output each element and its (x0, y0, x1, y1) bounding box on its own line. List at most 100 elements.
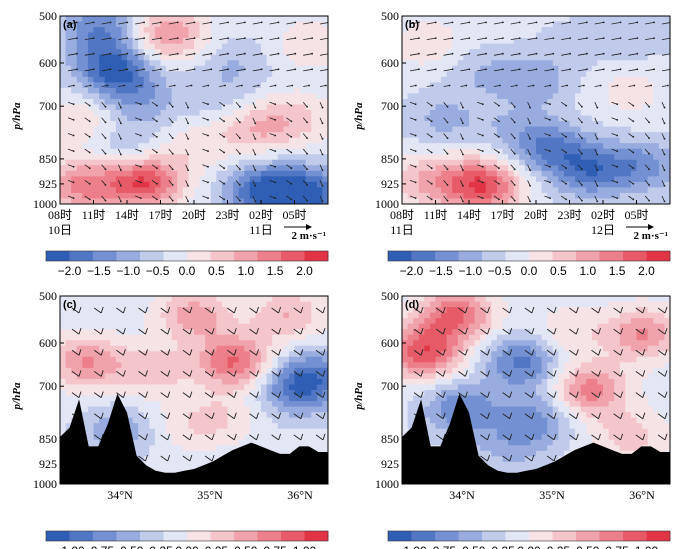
field-cell (642, 110, 649, 117)
field-cell (552, 27, 559, 34)
field-cell (138, 43, 145, 50)
field-cell (463, 187, 470, 194)
field-cell (322, 323, 328, 330)
field-cell (283, 301, 290, 308)
field-cell (93, 76, 100, 83)
field-cell (233, 32, 240, 39)
field-cell (110, 65, 117, 72)
wind-vector (319, 195, 323, 202)
wind-vector (67, 85, 74, 87)
field-cell (82, 373, 89, 380)
wind-vector (135, 37, 145, 40)
field-cell (76, 93, 83, 100)
field-cell (255, 76, 262, 83)
field-cell (288, 373, 296, 380)
field-cell (480, 43, 487, 50)
field-cell (603, 98, 610, 106)
field-cell (110, 148, 117, 155)
field-cell (552, 87, 559, 95)
field-cell (272, 165, 279, 172)
field-cell (216, 334, 223, 341)
wind-vector (235, 117, 241, 123)
wind-vector-head (171, 152, 174, 155)
field-cell (407, 126, 414, 133)
field-cell (154, 54, 162, 61)
field-cell (603, 159, 610, 166)
field-cell (115, 345, 123, 352)
wind-vector (185, 180, 189, 186)
wind-vector-head (207, 181, 209, 184)
wind-vector (67, 195, 74, 199)
wind-vector (235, 101, 241, 108)
field-cell (283, 121, 290, 128)
field-cell (603, 132, 610, 139)
field-cell (182, 126, 190, 133)
field-cell (261, 27, 268, 34)
field-cell (177, 27, 184, 34)
field-cell (93, 27, 100, 34)
field-cell (630, 54, 638, 61)
field-cell (216, 87, 223, 95)
field-cell (65, 54, 72, 61)
field-cell (664, 165, 670, 172)
wind-vector-head (653, 52, 655, 55)
field-cell (485, 76, 492, 83)
field-cell (99, 318, 106, 325)
colorbar-tick-label: −0.5 (488, 264, 512, 278)
field-cell (266, 329, 273, 336)
field-cell (424, 93, 431, 100)
field-cell (71, 296, 78, 303)
field-cell (127, 87, 134, 95)
field-cell (664, 181, 670, 189)
field-cell (261, 340, 268, 347)
field-cell (463, 43, 470, 50)
field-cell (154, 345, 162, 352)
field-cell (402, 65, 409, 72)
field-cell (614, 16, 621, 23)
field-cell (642, 154, 649, 161)
wind-vector (409, 68, 419, 72)
field-cell (474, 82, 481, 89)
field-cell (496, 93, 504, 100)
field-cell (619, 32, 626, 39)
wind-vector-head (160, 37, 162, 39)
wind-vector-head (187, 200, 190, 203)
field-cell (199, 132, 206, 139)
field-cell (586, 87, 593, 95)
field-cell (580, 21, 587, 28)
field-cell (188, 165, 195, 172)
field-cell (244, 198, 251, 204)
field-cell (619, 154, 626, 161)
field-cell (143, 82, 150, 89)
field-cell (311, 192, 318, 200)
field-cell (87, 132, 95, 139)
field-cell (221, 334, 229, 341)
field-cell (547, 121, 554, 128)
field-cell (513, 132, 520, 139)
field-cell (277, 362, 284, 369)
field-cell (132, 362, 139, 369)
field-cell (244, 312, 251, 319)
wind-vector (493, 148, 500, 153)
field-cell (402, 137, 409, 144)
field-cell (547, 93, 554, 100)
field-cell (154, 362, 162, 369)
field-cell (283, 143, 290, 150)
field-cell (166, 65, 173, 72)
field-cell (305, 132, 312, 139)
field-cell (82, 329, 89, 336)
wind-vector (628, 68, 638, 72)
field-cell (569, 16, 576, 23)
wind-vector-head (599, 84, 602, 87)
wind-vector (235, 85, 242, 87)
wind-vector-head (513, 105, 516, 108)
field-cell (115, 296, 123, 303)
wind-vector (426, 85, 433, 87)
field-cell (294, 82, 301, 89)
field-cell (603, 115, 610, 122)
field-cell (82, 390, 89, 397)
field-cell (446, 27, 453, 34)
field-cell (216, 307, 223, 314)
wind-vector-head (549, 197, 551, 200)
wind-vector (286, 101, 292, 106)
